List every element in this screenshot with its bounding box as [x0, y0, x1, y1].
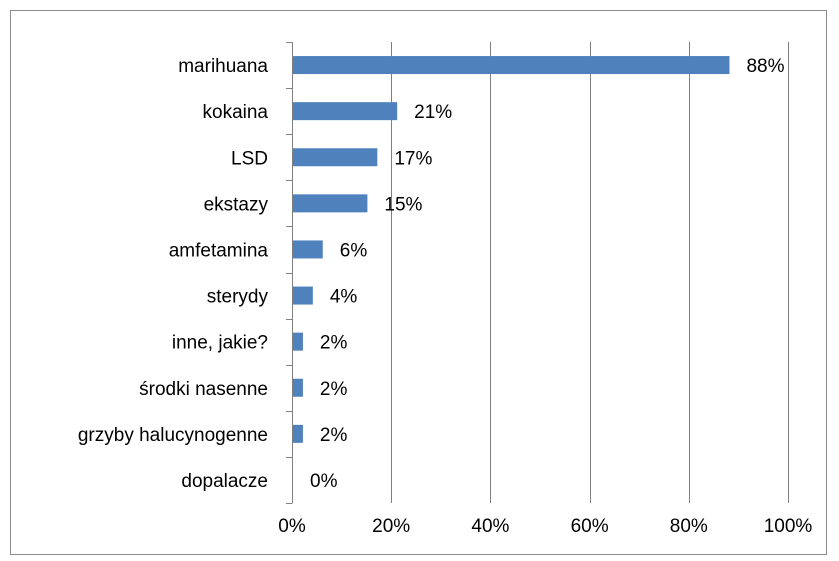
category-label: kokaina	[203, 102, 269, 123]
bar-3	[293, 194, 368, 213]
data-label: 15%	[384, 194, 422, 215]
data-label: 17%	[394, 148, 432, 169]
bar-5	[293, 286, 313, 305]
category-label: środki nasenne	[139, 379, 268, 400]
data-label: 88%	[746, 56, 784, 77]
bar-2	[293, 148, 378, 167]
bar-7	[293, 378, 303, 397]
x-tick-label: 60%	[571, 516, 609, 537]
x-tick-label: 100%	[764, 516, 813, 537]
bar-8	[293, 424, 303, 443]
category-label: dopalacze	[181, 471, 268, 492]
bar-1	[293, 102, 398, 121]
x-tick-label: 0%	[278, 516, 306, 537]
x-tick-label: 80%	[670, 516, 708, 537]
chart-border	[10, 10, 827, 555]
x-tick-label: 20%	[372, 516, 410, 537]
category-label: marihuana	[178, 56, 268, 77]
x-tick-label: 40%	[471, 516, 509, 537]
category-label: LSD	[231, 148, 268, 169]
data-label: 2%	[320, 425, 348, 446]
category-label: grzyby halucynogenne	[78, 425, 268, 446]
data-label: 2%	[320, 333, 348, 354]
category-label: amfetamina	[169, 240, 269, 261]
category-label: ekstazy	[204, 194, 269, 215]
data-label: 2%	[320, 379, 348, 400]
bar-0	[293, 56, 730, 75]
data-label: 4%	[330, 287, 358, 308]
category-label: inne, jakie?	[172, 333, 268, 354]
bar-6	[293, 332, 303, 351]
category-label: sterydy	[207, 287, 269, 308]
data-label: 21%	[414, 102, 452, 123]
data-label: 0%	[310, 471, 338, 492]
data-label: 6%	[340, 240, 368, 261]
bar-4	[293, 240, 323, 259]
